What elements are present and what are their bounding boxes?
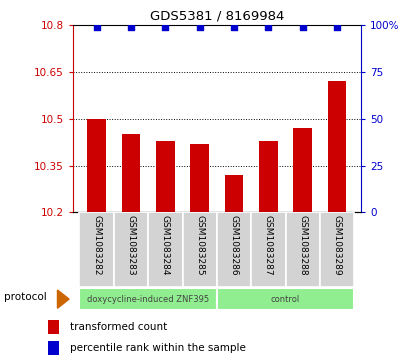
Bar [251,212,286,287]
Bar [114,212,148,287]
Bar [190,144,209,212]
Text: percentile rank within the sample: percentile rank within the sample [70,343,246,353]
Bar [259,141,278,212]
Text: GSM1083282: GSM1083282 [92,215,101,275]
Bar [293,128,312,212]
Text: GSM1083284: GSM1083284 [161,215,170,275]
Title: GDS5381 / 8169984: GDS5381 / 8169984 [150,10,284,23]
Point [231,24,237,30]
Bar [320,212,354,287]
Text: GSM1083288: GSM1083288 [298,215,307,275]
Bar [48,320,59,334]
Text: transformed count: transformed count [70,322,167,332]
Point [93,24,100,30]
Text: GSM1083286: GSM1083286 [229,215,239,275]
Bar [217,288,354,310]
Bar [48,341,59,355]
Text: doxycycline-induced ZNF395: doxycycline-induced ZNF395 [87,295,209,303]
Bar [87,119,106,212]
Bar [183,212,217,287]
Text: GSM1083285: GSM1083285 [195,215,204,275]
Point [299,24,306,30]
Bar [156,141,175,212]
Bar [80,288,217,310]
Point [334,24,340,30]
Text: GSM1083289: GSM1083289 [332,215,342,275]
Point [196,24,203,30]
Point [162,24,168,30]
Text: protocol: protocol [4,292,47,302]
Point [128,24,134,30]
Bar [327,81,347,212]
Bar [122,134,140,212]
Bar [225,175,244,212]
Text: GSM1083287: GSM1083287 [264,215,273,275]
Bar [217,212,251,287]
Bar [286,212,320,287]
Bar [80,212,114,287]
Text: GSM1083283: GSM1083283 [127,215,135,275]
Polygon shape [57,290,69,308]
Text: control: control [271,295,300,303]
Bar [148,212,183,287]
Point [265,24,272,30]
